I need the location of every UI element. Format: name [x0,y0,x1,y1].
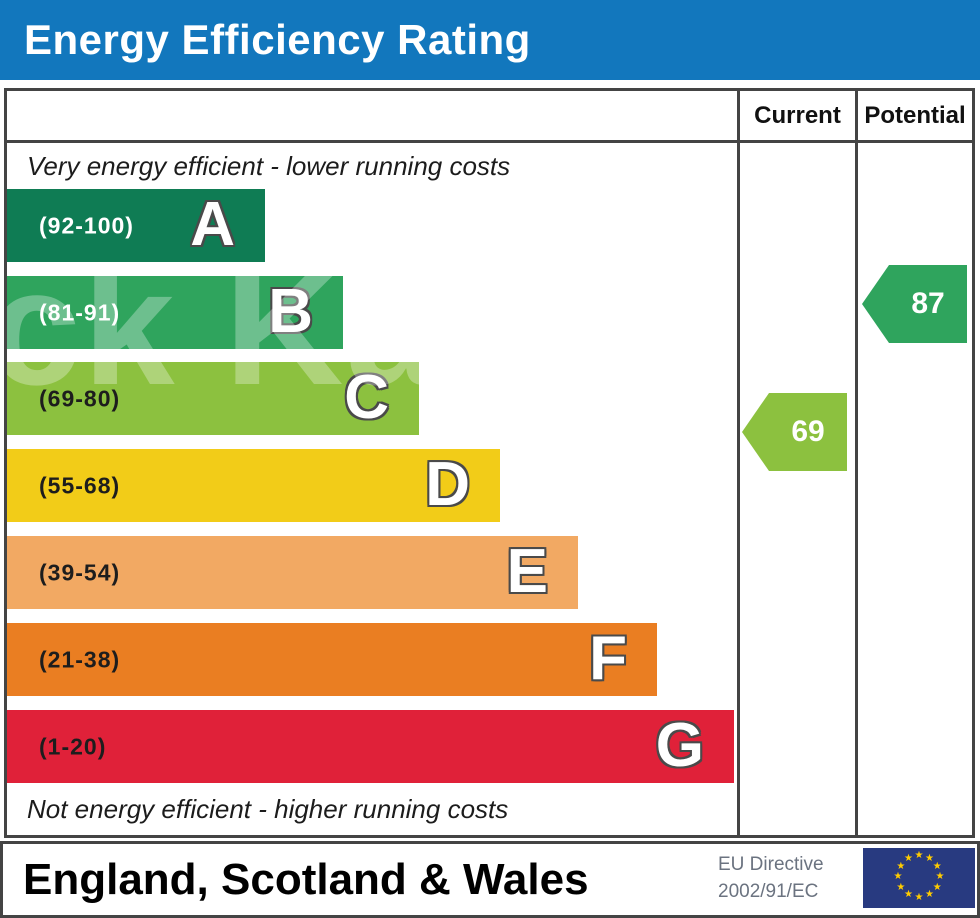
eu-star-icon: ★ [904,889,913,901]
eu-star-icon: ★ [925,889,934,901]
eu-star-icon: ★ [893,871,903,882]
left-pointer-icon [742,393,847,471]
eu-star-icon: ★ [914,892,924,903]
left-pointer-icon [862,265,967,343]
potential-rating-value: 87 [911,287,945,320]
chart-title: Energy Efficiency Rating [24,16,531,63]
band-range-label: (92-100) [39,212,134,238]
eu-flag-icon: ★ ★ ★ ★ ★ ★ ★ ★ ★ ★ ★ ★ [863,848,975,908]
potential-rating-cell: 87 [855,143,972,835]
current-rating-value: 69 [791,415,825,448]
band-row-f: (21-38) F [7,623,657,696]
band-row-d: (55-68) D [7,449,500,522]
band-letter: C [344,362,389,432]
eu-star-icon: ★ [935,871,945,882]
band-range-label: (55-68) [39,472,121,498]
column-header-current: Current [737,91,855,143]
band-row-g: (1-20) G [7,710,734,783]
band-range-label: (21-38) [39,646,121,672]
header-spacer-cell [7,91,737,143]
band-row-e: (39-54) E [7,536,578,609]
eu-directive-line2: 2002/91/EC [718,881,819,902]
current-rating-arrow: 69 [742,393,847,471]
band-letter: G [655,710,704,780]
eu-star-icon: ★ [932,881,942,893]
band-letter: A [190,189,235,259]
note-not-efficient: Not energy efficient - higher running co… [27,794,509,824]
footer-bar: England, Scotland & Wales EU Directive 2… [0,841,980,918]
column-header-potential: Potential [855,91,972,143]
band-range-label: (39-54) [39,559,121,585]
band-letter: E [506,536,548,606]
eu-star-icon: ★ [904,852,913,864]
band-row-c: (69-80) C [7,362,419,435]
eu-star-icon: ★ [896,881,906,893]
eu-directive-label: EU Directive 2002/91/EC [718,851,824,905]
band-row-a: (92-100) A [7,189,265,262]
current-rating-cell: 69 [737,143,855,835]
chart-title-bar: Energy Efficiency Rating [0,0,980,80]
band-letter: D [425,449,470,519]
band-range-label: (69-80) [39,385,121,411]
eu-star-icon: ★ [914,850,924,861]
footer-region-label: England, Scotland & Wales [23,854,589,904]
eu-directive-line1: EU Directive [718,854,824,875]
band-range-label: (81-91) [39,299,121,325]
note-very-efficient: Very energy efficient - lower running co… [27,151,511,181]
band-range-label: (1-20) [39,733,107,759]
potential-rating-arrow: 87 [862,265,967,343]
eu-star-icon: ★ [896,860,906,872]
band-letter: F [589,623,627,693]
rating-table: Current Potential Very energy efficient … [4,88,975,838]
band-letter: B [268,276,313,346]
eu-star-icon: ★ [925,852,934,864]
current-column-label: Current [754,101,841,129]
band-row-b: (81-91) B [7,276,343,349]
band-scale-area: Very energy efficient - lower running co… [7,143,737,835]
potential-column-label: Potential [864,101,966,129]
eu-star-icon: ★ [932,860,942,872]
